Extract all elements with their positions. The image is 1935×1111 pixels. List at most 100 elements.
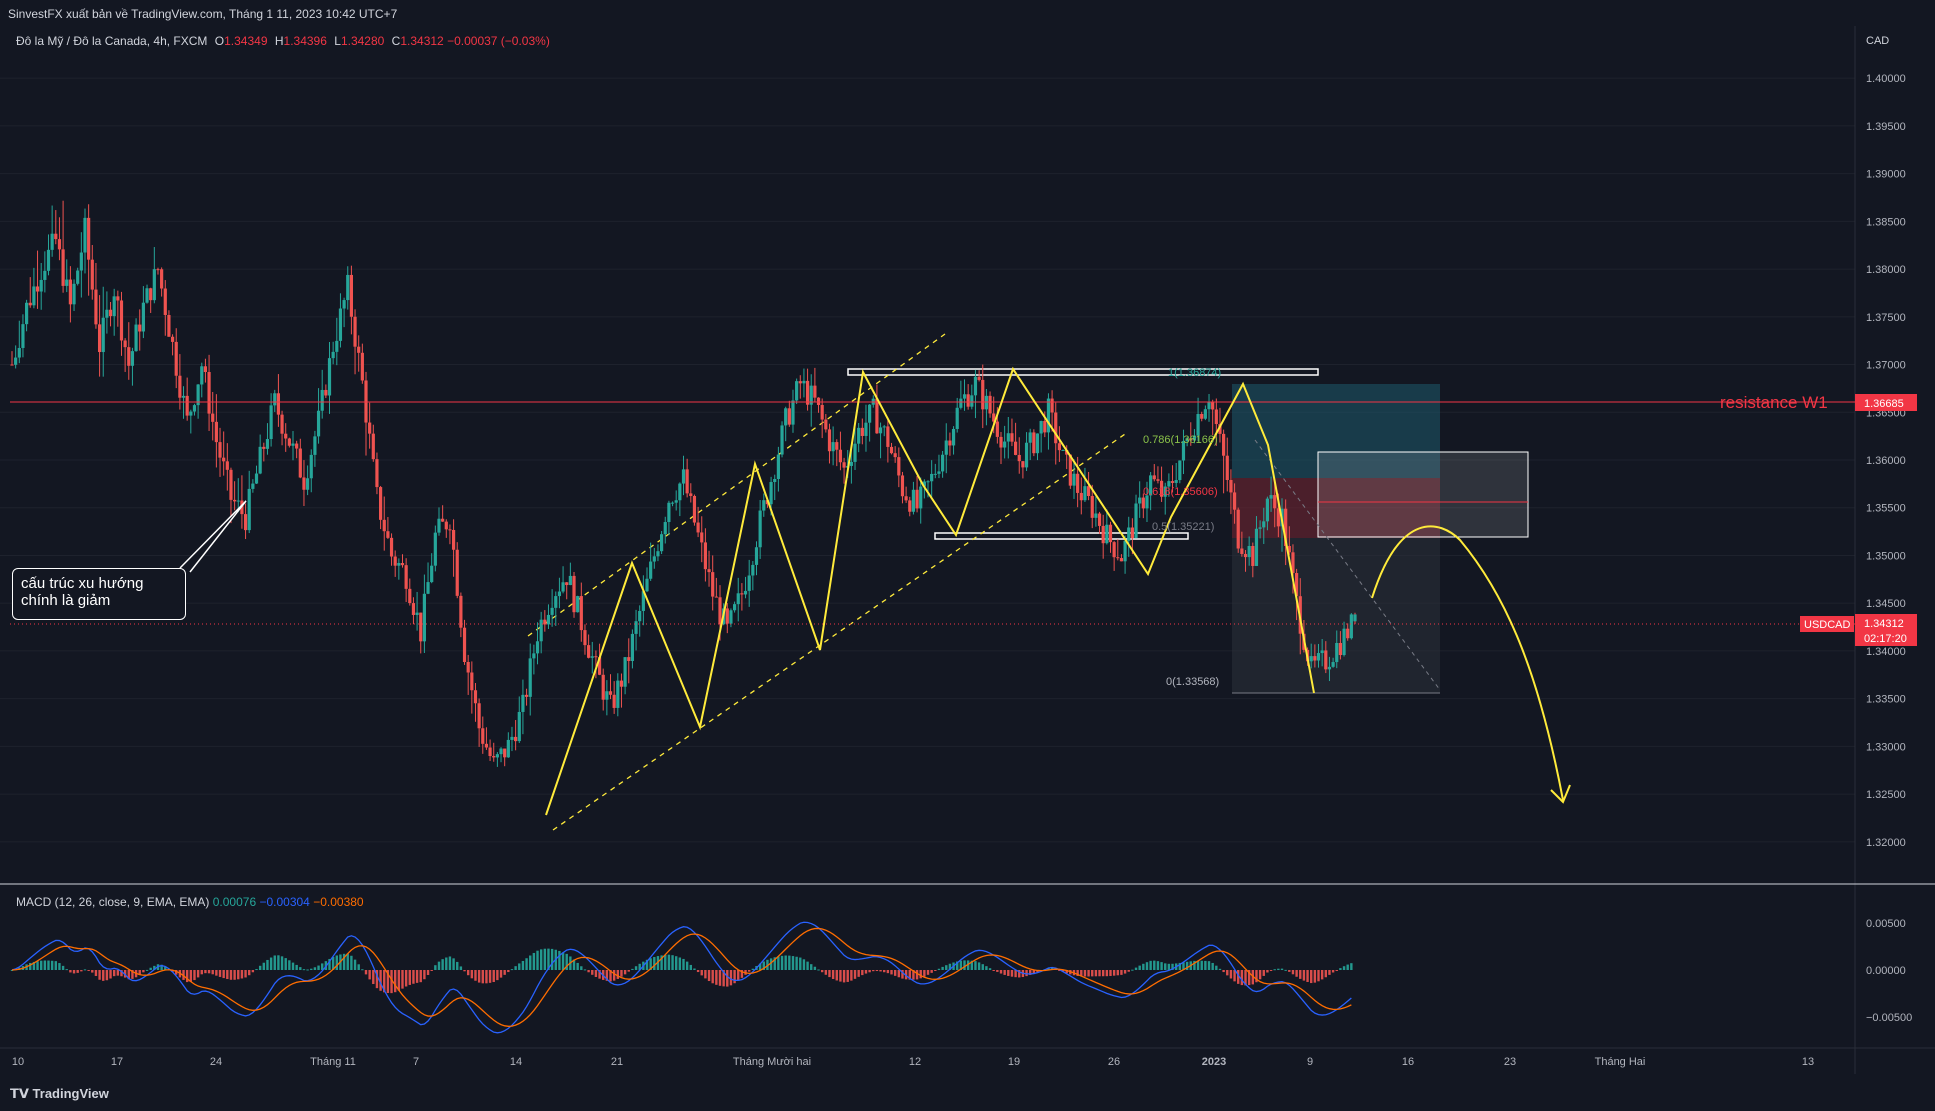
macd-hist-bar: [1178, 962, 1182, 970]
macd-hist-bar: [634, 966, 638, 970]
candle-body: [1254, 528, 1259, 566]
candle-body: [568, 575, 572, 586]
candle-body: [1214, 409, 1218, 425]
candle-body: [1046, 398, 1051, 433]
macd-hist-bar: [908, 970, 911, 980]
macd-hist-bar: [1342, 966, 1346, 970]
macd-label[interactable]: MACD (12, 26, close, 9, EMA, EMA): [16, 895, 210, 909]
macd-hist-bar: [612, 970, 616, 981]
symbol-name[interactable]: Đô la Mỹ / Đô la Canada, 4h, FXCM: [16, 34, 208, 48]
candle-body: [382, 519, 386, 532]
projection-dashed: [1254, 439, 1441, 691]
macd-hist-bar: [649, 958, 652, 970]
macd-hist-bar: [430, 970, 433, 971]
macd-hist-bar: [1324, 970, 1328, 978]
macd-hist-bar: [291, 962, 295, 970]
candle-body: [565, 582, 569, 586]
candle-body: [386, 531, 390, 538]
candle-body: [1335, 642, 1339, 663]
macd-hist-bar: [704, 970, 707, 979]
fib-0618-label: 0.618(1.35606): [1143, 486, 1218, 498]
macd-hist-bar: [598, 970, 601, 979]
candle-body: [517, 711, 521, 742]
candle-body: [163, 288, 167, 315]
hist-value: −0.00380: [313, 895, 364, 909]
time-tick: 24: [210, 1056, 222, 1068]
candle-body: [919, 486, 923, 509]
candle-body: [780, 425, 784, 455]
macd-hist-bar: [193, 970, 196, 981]
macd-hist-bar: [1010, 970, 1014, 977]
candle-body: [503, 748, 507, 758]
candle-body: [207, 372, 211, 414]
countdown-text: 02:17:20: [1864, 633, 1907, 645]
candle-body: [638, 610, 642, 622]
candle-body: [773, 478, 777, 483]
macd-hist-bar: [415, 970, 419, 983]
macd-hist-bar: [1273, 969, 1276, 971]
macd-hist-bar: [112, 970, 116, 977]
macd-hist-bar: [733, 970, 736, 984]
candle-body: [681, 469, 686, 484]
candle-body: [747, 575, 751, 591]
candle-body: [10, 364, 14, 366]
candle-body: [973, 376, 978, 396]
macd-hist-bar: [806, 961, 809, 970]
macd-hist-bar: [813, 966, 817, 970]
candle-body: [911, 489, 916, 512]
candle-body: [455, 549, 459, 596]
candle-body: [1167, 481, 1171, 487]
macd-hist-bar: [605, 970, 609, 981]
candle-body: [251, 483, 255, 489]
macd-hist-bar: [875, 970, 879, 972]
macd-tick: 0.00500: [1866, 918, 1906, 930]
candle-body: [1324, 650, 1328, 670]
candle-body: [1192, 435, 1197, 441]
candle-body: [200, 366, 204, 385]
macd-hist-bar: [383, 970, 386, 993]
macd-hist-bar: [616, 970, 620, 979]
candle-body: [743, 590, 748, 595]
candle-body: [1349, 614, 1353, 639]
time-tick: 7: [413, 1056, 419, 1068]
candle-body: [572, 575, 576, 613]
candle-body: [510, 736, 514, 740]
macd-value: 0.00076: [212, 895, 257, 909]
macd-hist-bar: [966, 960, 970, 970]
macd-hist-bar: [675, 956, 678, 970]
macd-hist-bar: [525, 958, 528, 970]
macd-hist-bar: [1226, 970, 1229, 976]
candle-body: [1338, 642, 1343, 656]
macd-hist-bar: [996, 970, 999, 972]
time-tick: 16: [1402, 1056, 1414, 1068]
macd-hist-bar: [1134, 967, 1138, 970]
macd-hist-bar: [1350, 963, 1353, 970]
candle-body: [1076, 473, 1080, 493]
candle-body: [236, 500, 240, 502]
macd-hist-bar: [715, 970, 718, 985]
price-tick: 1.32000: [1866, 837, 1906, 849]
candle-body: [1346, 628, 1350, 639]
macd-hist-bar: [1153, 960, 1156, 970]
candle-body: [634, 621, 638, 634]
candle-body: [619, 680, 624, 687]
macd-hist-bar: [131, 970, 134, 979]
macd-hist-bar: [466, 970, 470, 976]
macd-hist-bar: [372, 970, 375, 985]
candle-body: [1295, 573, 1299, 597]
candle-body: [105, 309, 109, 318]
tv-icon: 𝗧𝗩: [10, 1086, 33, 1101]
macd-hist-bar: [565, 953, 568, 970]
price-tick: 1.33000: [1866, 741, 1906, 753]
tradingview-logo[interactable]: 𝗧𝗩 TradingView: [10, 1086, 109, 1102]
candle-body: [76, 270, 80, 284]
macd-hist-bar: [893, 970, 897, 976]
time-axis[interactable]: 10 17 24 Tháng 11 7 14 21 Tháng Mười hai 12 19 26 2…: [12, 1056, 1814, 1068]
candle-body: [1014, 441, 1018, 455]
price-axis[interactable]: 1.40000 1.39500 1.39000 1.38500 1.38000 1.375…: [1866, 73, 1906, 849]
candle-body: [981, 379, 985, 410]
candle-body: [451, 529, 456, 550]
macd-hist-bar: [481, 970, 484, 984]
candle-body: [612, 694, 616, 708]
